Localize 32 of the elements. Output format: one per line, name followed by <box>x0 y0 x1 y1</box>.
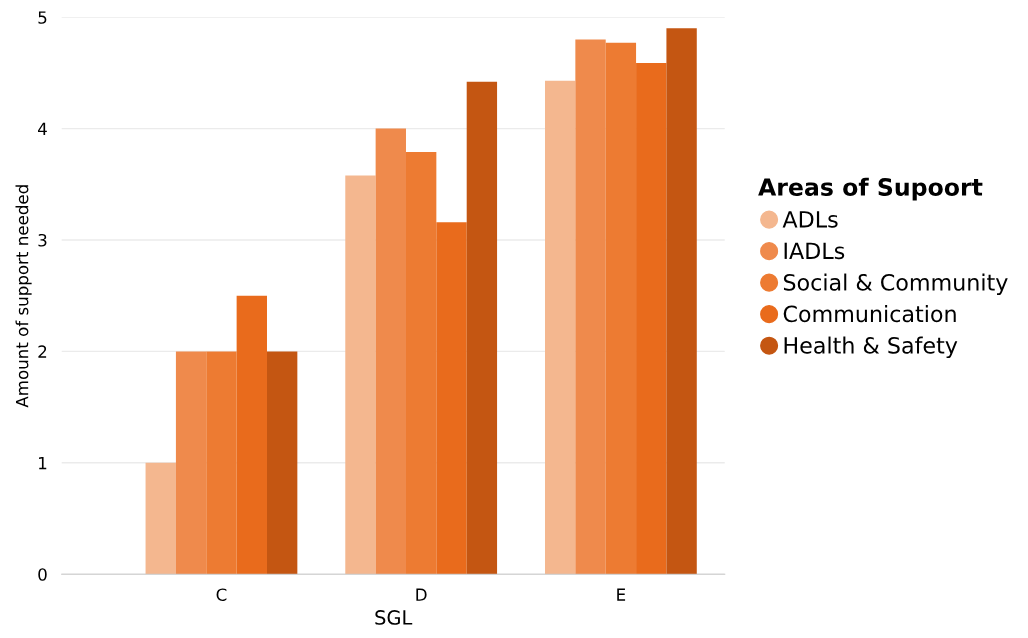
y-tick-label: 3 <box>38 233 47 247</box>
bar <box>466 81 498 575</box>
bar <box>345 175 376 575</box>
x-axis-title: SGL <box>375 610 413 625</box>
y-tick-label: 2 <box>38 345 47 358</box>
legend-label: Health & Safety <box>784 336 958 359</box>
y-tick-label: 4 <box>38 122 47 135</box>
bar <box>206 351 237 575</box>
bar <box>436 222 467 575</box>
legend-label: Communication <box>783 305 956 323</box>
bar <box>145 462 176 575</box>
x-tick-label: D <box>416 588 427 601</box>
y-axis-title: Amount of support needed <box>15 185 32 408</box>
bar <box>266 351 298 575</box>
legend-label: Social & Community <box>783 273 1008 296</box>
bar <box>236 295 267 575</box>
bar <box>636 62 667 575</box>
bar <box>175 351 207 575</box>
y-tick-label: 1 <box>39 456 47 470</box>
bar <box>666 28 697 575</box>
bar <box>575 39 606 575</box>
x-tick-label: E <box>617 588 626 601</box>
bar <box>375 128 406 575</box>
bar <box>405 152 437 575</box>
x-tick-label: C <box>216 588 227 601</box>
legend-label: IADLs <box>784 242 845 260</box>
legend-title: Areas of Supoort <box>758 177 983 201</box>
bar <box>605 42 637 575</box>
legend-label: ADLs <box>782 211 838 228</box>
bar <box>544 80 576 575</box>
y-tick-label: 0 <box>38 568 47 581</box>
y-tick-label: 5 <box>38 11 47 24</box>
